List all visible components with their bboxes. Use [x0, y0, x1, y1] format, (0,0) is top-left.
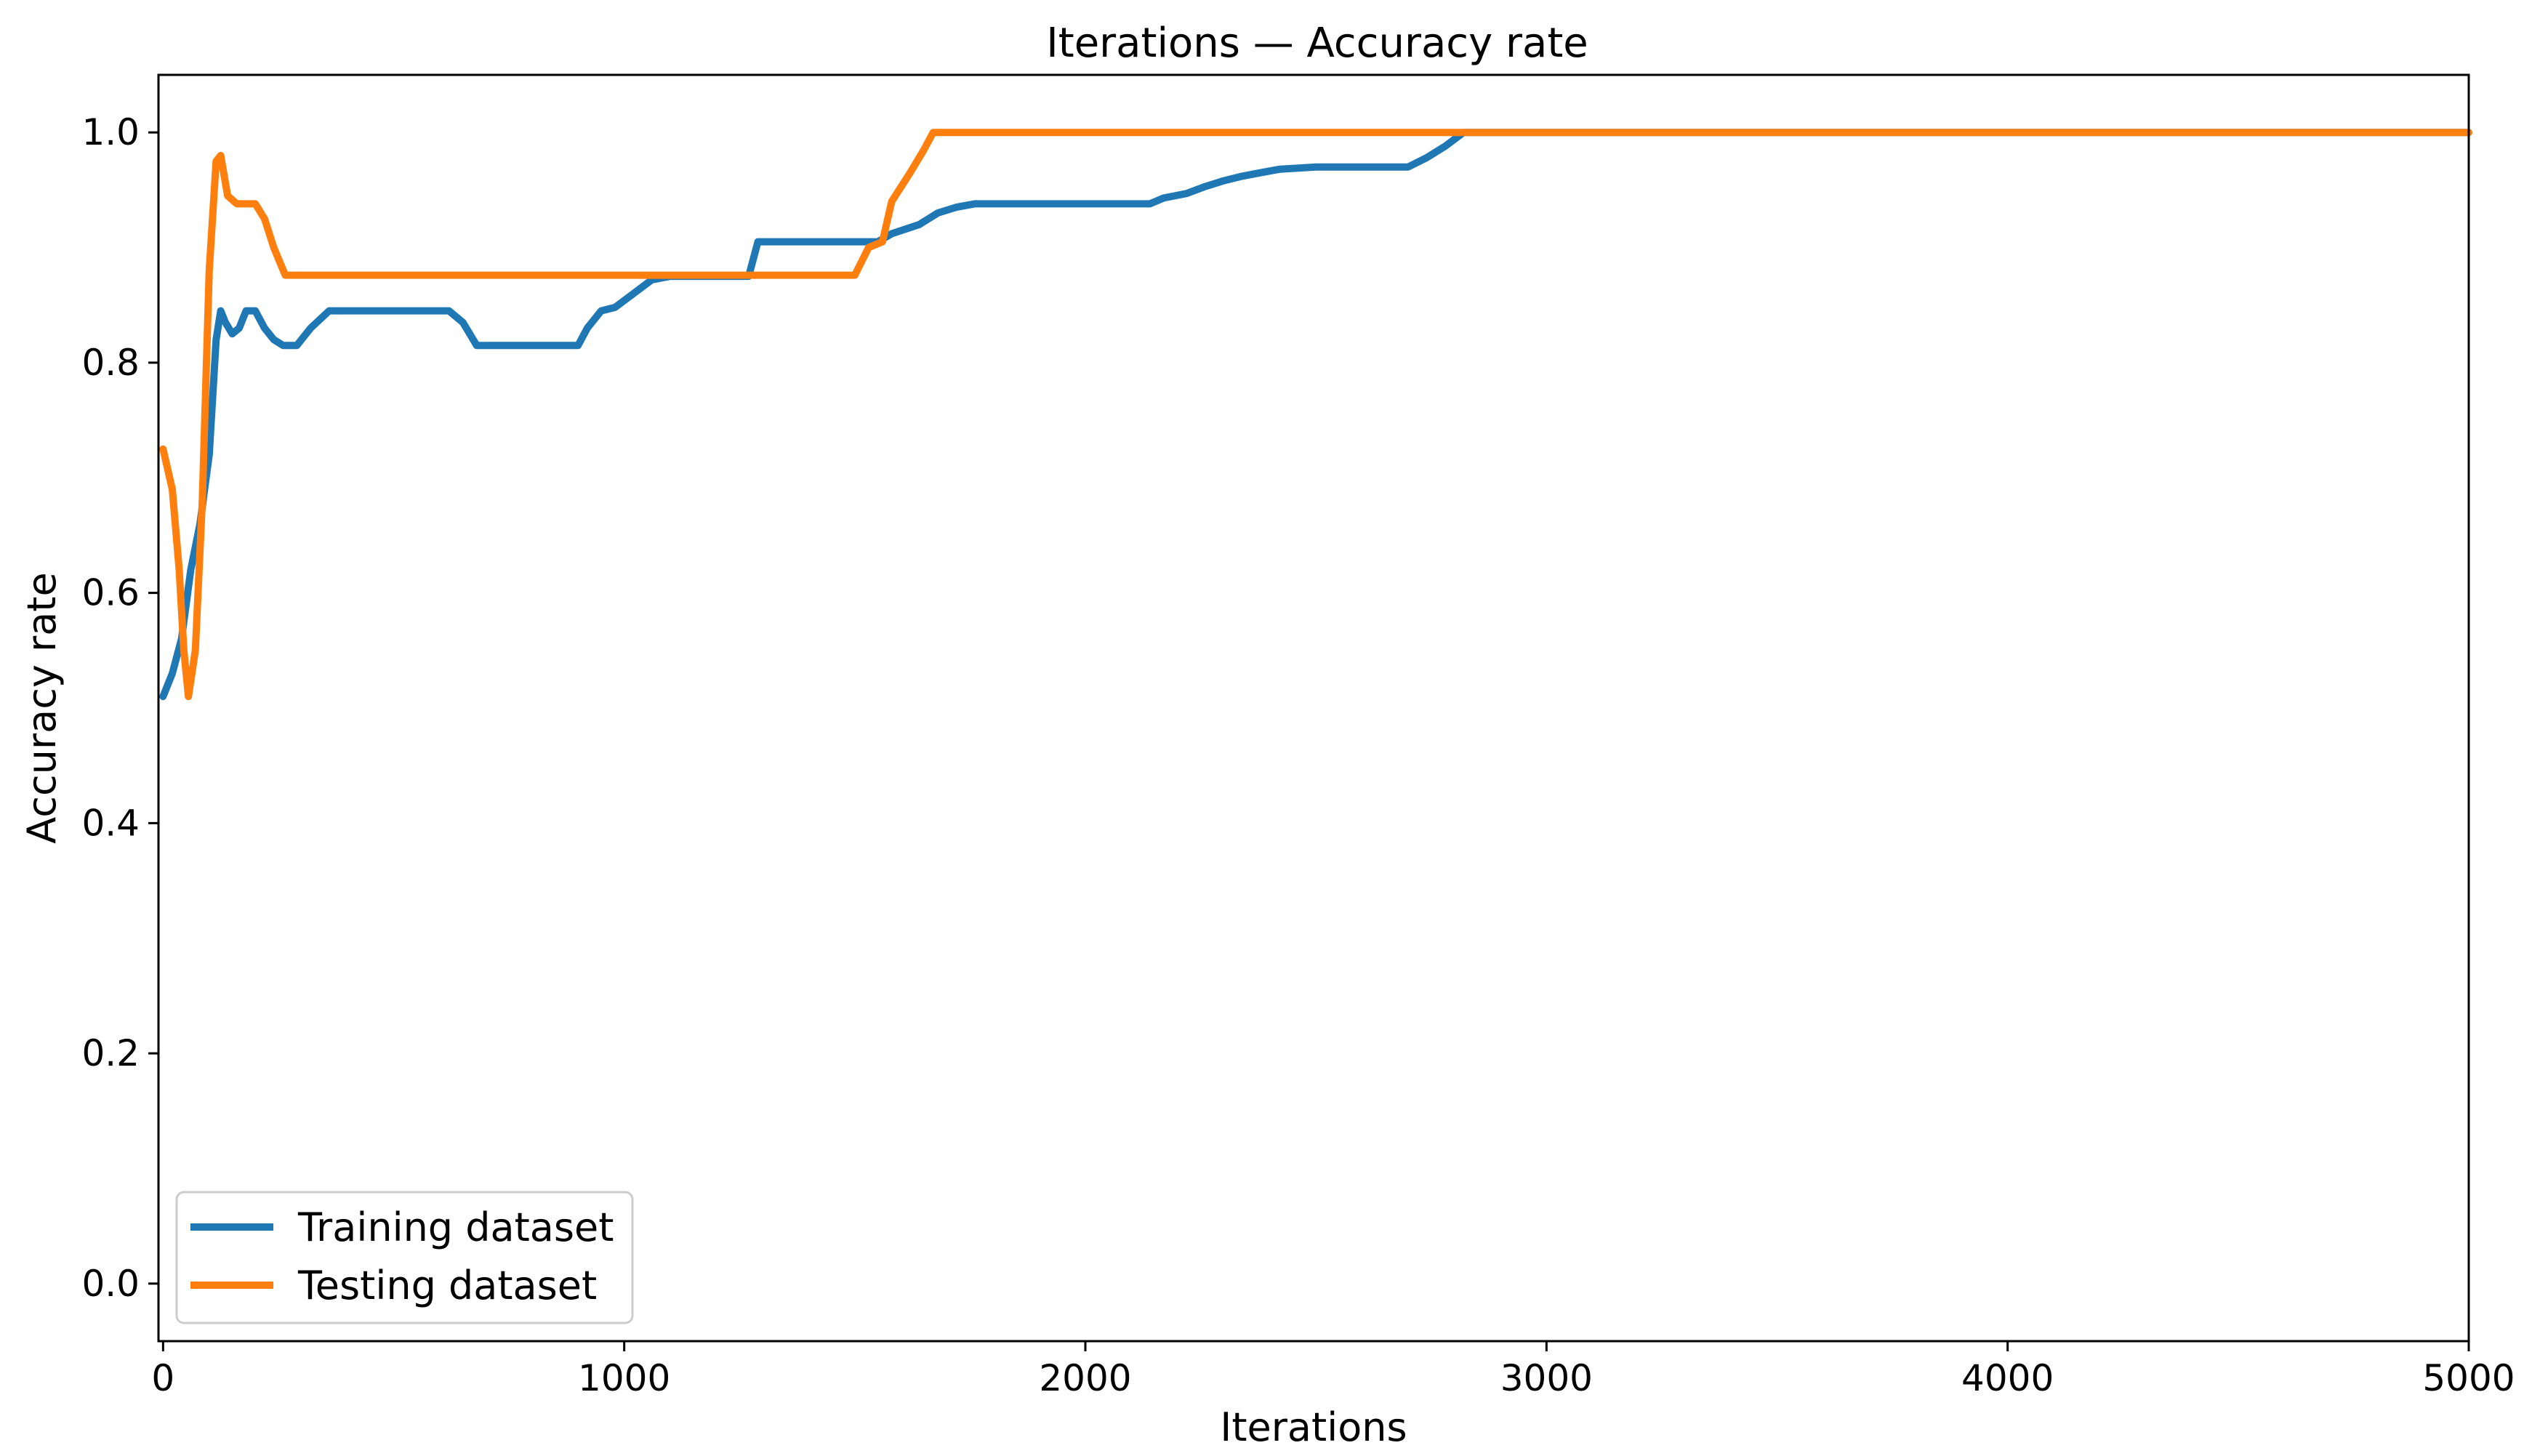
- series-layer: [159, 129, 2472, 701]
- legend: Training dataset Testing dataset: [175, 1191, 634, 1324]
- plot-frame: [157, 73, 2470, 1343]
- legend-label-training: Training dataset: [297, 1204, 614, 1250]
- x-axis: 0 1000 2000 3000 4000 5000: [151, 1341, 2515, 1399]
- series-line-training: [159, 129, 2472, 701]
- x-tick-label: 1000: [578, 1357, 670, 1399]
- y-tick-label: 0.8: [81, 342, 140, 384]
- y-tick-label: 0.0: [81, 1263, 140, 1305]
- y-tick-label: 1.0: [81, 111, 140, 153]
- y-tick-label: 0.4: [81, 802, 140, 844]
- legend-box: [175, 1191, 634, 1324]
- y-tick-label: 0.6: [81, 572, 140, 614]
- series-line-testing: [159, 129, 2472, 701]
- x-tick-label: 2000: [1039, 1357, 1131, 1399]
- x-tick-label: 3000: [1500, 1357, 1593, 1399]
- y-tick-label: 0.2: [81, 1032, 140, 1074]
- x-tick-label: 5000: [2422, 1357, 2515, 1399]
- x-axis-label: Iterations: [1220, 1404, 1407, 1450]
- y-axis-label: Accuracy rate: [19, 572, 65, 843]
- legend-label-testing: Testing dataset: [297, 1263, 597, 1308]
- x-tick-label: 0: [151, 1357, 174, 1399]
- y-axis: 0.0 0.2 0.4 0.6 0.8 1.0: [81, 111, 158, 1305]
- chart-title: Iterations — Accuracy rate: [1046, 20, 1588, 67]
- x-tick-label: 4000: [1961, 1357, 2054, 1399]
